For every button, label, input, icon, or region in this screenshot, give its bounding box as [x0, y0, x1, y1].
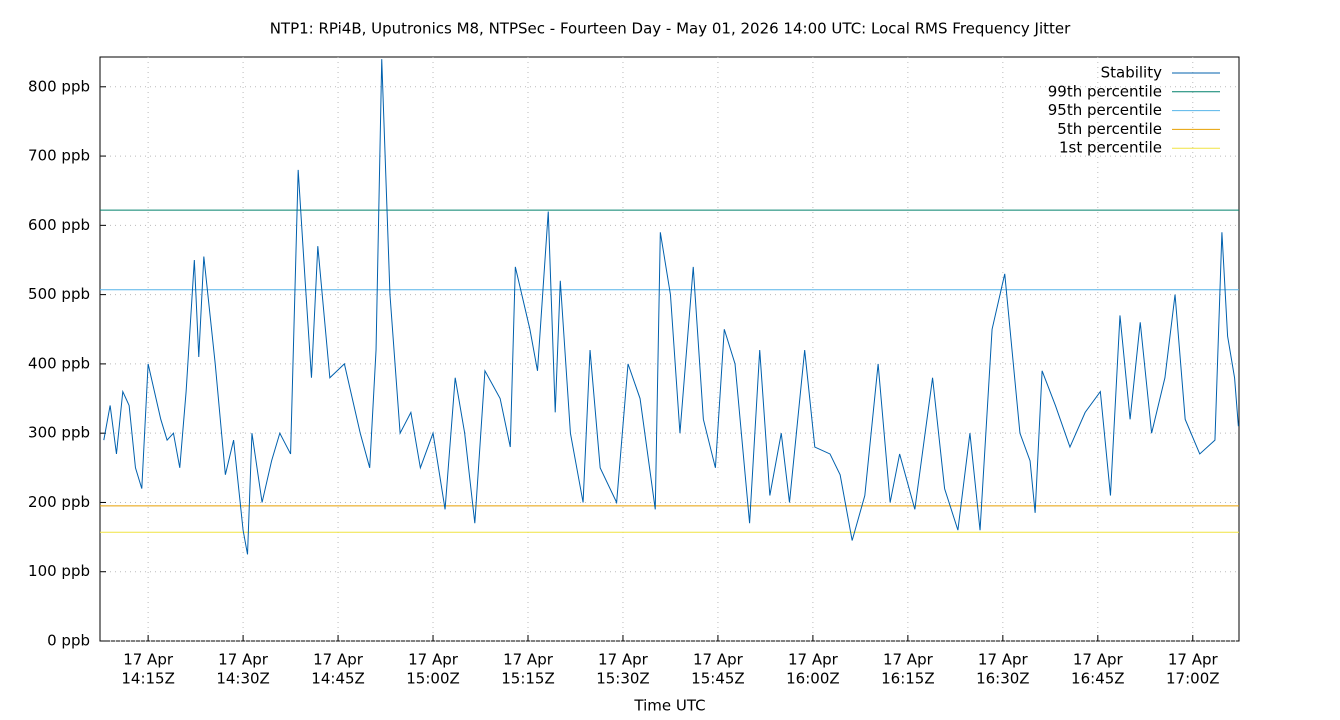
y-tick-label: 700 ppb: [28, 147, 90, 165]
x-tick-label: 15:00Z: [406, 670, 460, 688]
y-tick-label: 500 ppb: [28, 285, 90, 303]
x-tick-label: 15:15Z: [501, 670, 555, 688]
y-tick-label: 100 ppb: [28, 562, 90, 580]
x-tick-label: 17 Apr: [313, 651, 364, 669]
x-tick-label: 14:15Z: [121, 670, 175, 688]
x-tick-label: 17:00Z: [1166, 670, 1220, 688]
x-tick-label: 15:30Z: [596, 670, 650, 688]
x-tick-label: 14:45Z: [311, 670, 365, 688]
data-line: [103, 59, 1239, 555]
x-tick-label: 17 Apr: [1168, 651, 1219, 669]
y-tick-label: 0 ppb: [47, 632, 90, 650]
x-tick-label: 17 Apr: [693, 651, 744, 669]
y-tick-label: 200 ppb: [28, 493, 90, 511]
legend-label: Stability: [1101, 64, 1163, 82]
legend-label: 5th percentile: [1057, 120, 1162, 138]
legend-label: 99th percentile: [1048, 82, 1162, 100]
x-tick-label: 16:30Z: [976, 670, 1030, 688]
y-tick-label: 400 ppb: [28, 354, 90, 372]
x-tick-label: 17 Apr: [503, 651, 554, 669]
x-tick-label: 17 Apr: [883, 651, 934, 669]
x-tick-label: 16:00Z: [786, 670, 840, 688]
chart-title: NTP1: RPi4B, Uputronics M8, NTPSec - Fou…: [270, 20, 1071, 38]
x-tick-label: 17 Apr: [218, 651, 269, 669]
legend-label: 1st percentile: [1059, 139, 1162, 157]
x-tick-label: 14:30Z: [216, 670, 270, 688]
y-tick-label: 800 ppb: [28, 77, 90, 95]
x-tick-label: 16:15Z: [881, 670, 935, 688]
x-tick-label: 17 Apr: [978, 651, 1029, 669]
x-tick-label: 17 Apr: [408, 651, 459, 669]
x-axis-label: Time UTC: [633, 697, 705, 715]
x-tick-label: 17 Apr: [123, 651, 174, 669]
y-tick-label: 600 ppb: [28, 216, 90, 234]
x-tick-label: 17 Apr: [1073, 651, 1124, 669]
x-tick-label: 16:45Z: [1071, 670, 1125, 688]
plot-frame: [99, 56, 1240, 642]
x-tick-label: 15:45Z: [691, 670, 745, 688]
y-tick-label: 300 ppb: [28, 424, 90, 442]
x-tick-label: 17 Apr: [788, 651, 839, 669]
legend-label: 95th percentile: [1048, 101, 1162, 119]
x-tick-label: 17 Apr: [598, 651, 649, 669]
